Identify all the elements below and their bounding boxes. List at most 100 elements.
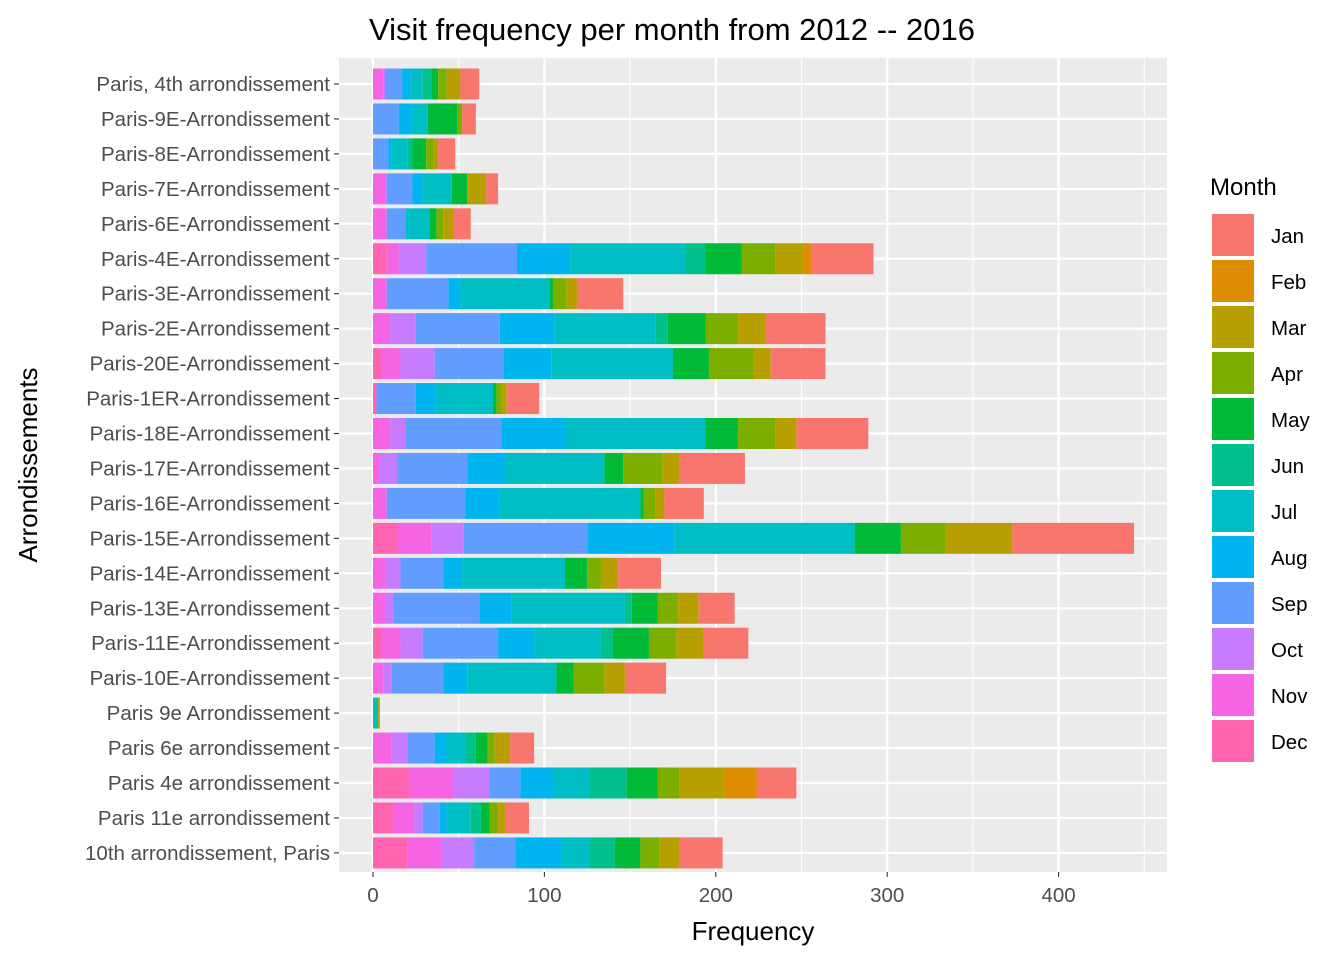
x-axis-ticks: 0 100 200 300 400: [367, 872, 1076, 907]
x-tick-label: 100: [527, 884, 561, 907]
x-axis-title: Frequency: [692, 916, 815, 946]
legend-label-jun: Jun: [1271, 455, 1304, 478]
y-tick-label: Paris 9e Arrondissement: [107, 702, 331, 725]
bar-segment-oct: [414, 802, 423, 834]
legend: Month Jan Feb Mar Apr May Jun Jul Aug Sep Oct Nov D…: [1210, 174, 1310, 762]
y-tick-label: Paris-7E-Arrondissement: [101, 178, 330, 201]
y-tick-label: Paris-8E-Arrondissement: [101, 143, 330, 166]
bar-segment-jul: [570, 243, 685, 275]
bar-segment-sep: [405, 418, 502, 449]
bar-segment-sep: [386, 208, 406, 240]
bar-segment-apr: [741, 243, 776, 275]
y-tick-label: 10th arrondissement, Paris: [85, 842, 330, 865]
bar-segment-aug: [467, 452, 505, 484]
bar-segment-jan: [1012, 522, 1135, 554]
y-tick-label: Paris-14E-Arrondissement: [90, 562, 331, 585]
legend-key-oct: [1212, 628, 1254, 670]
bar-segment-oct: [398, 243, 427, 275]
bar-segment-mar: [945, 522, 1013, 554]
x-tick-label: 0: [367, 884, 378, 907]
y-tick-label: Paris-4E-Arrondissement: [101, 248, 330, 271]
bar-segment-mar: [775, 243, 804, 275]
bar-segment-nov: [373, 418, 391, 449]
bar-segment-mar: [494, 732, 511, 764]
bar-segment-sep: [422, 627, 499, 659]
bar-segment-jan: [510, 732, 535, 764]
bar-segment-apr: [657, 592, 679, 624]
chart-title: Visit frequency per month from 2012 -- 2…: [369, 12, 975, 47]
y-tick-label: Paris-20E-Arrondissement: [90, 353, 331, 376]
bar-segment-nov: [393, 802, 415, 834]
bar-segment-oct: [391, 732, 408, 764]
bar-segment-dec: [373, 627, 382, 659]
bar-segment-feb: [724, 767, 757, 799]
bar-segment-aug: [499, 313, 555, 345]
bar-segment-jan: [576, 278, 624, 310]
bar-segment-oct: [400, 627, 423, 659]
bar-segment-jul: [564, 418, 706, 449]
bar-segment-oct: [390, 418, 406, 449]
legend-key-jun: [1212, 444, 1254, 486]
bar-segment-apr: [496, 383, 502, 415]
bar-segment-nov: [396, 522, 432, 554]
bar-segment-nov: [373, 592, 385, 624]
bar-segment-jul: [460, 278, 550, 310]
bar-segment-aug: [520, 767, 553, 799]
bar-segment-jul: [412, 103, 428, 135]
bar-segment-aug: [516, 243, 571, 275]
legend-key-feb: [1212, 260, 1254, 302]
bar-segment-sep: [386, 278, 449, 310]
legend-label-sep: Sep: [1271, 593, 1307, 616]
bar-segment-sep: [463, 522, 588, 554]
bar-segment-nov: [373, 557, 385, 589]
bar-segment-mar: [446, 68, 461, 100]
bar-segment-apr: [640, 837, 660, 869]
y-tick-label: Paris-2E-Arrondissement: [101, 318, 330, 341]
y-tick-label: Paris 4e arrondissement: [108, 772, 330, 795]
bar-segment-jul: [504, 452, 605, 484]
bar-segment-oct: [383, 68, 385, 100]
bar-segment-jun: [600, 627, 613, 659]
bar-segment-mar: [604, 662, 625, 694]
bar-segment-sep: [373, 138, 389, 170]
bar-segment-jan: [486, 173, 499, 205]
bar-segment-may: [429, 208, 437, 240]
bar-segment-jan: [765, 313, 826, 345]
bars-layer: [373, 68, 1135, 869]
bar-segment-aug: [443, 557, 463, 589]
bar-segment-nov: [373, 173, 385, 205]
bar-segment-jul: [446, 802, 471, 834]
bar-segment-sep: [386, 173, 413, 205]
bar-segment-nov: [373, 208, 387, 240]
bar-segment-jan: [756, 767, 797, 799]
bar-segment-oct: [453, 767, 490, 799]
legend-key-jul: [1212, 490, 1254, 532]
bar-segment-may: [604, 452, 624, 484]
legend-key-jan: [1212, 214, 1254, 256]
bar-segment-sep: [415, 313, 500, 345]
bar-segment-jan: [618, 557, 661, 589]
bar-segment-oct: [400, 348, 435, 380]
bar-segment-mar: [566, 278, 577, 310]
bar-segment-jan: [811, 243, 874, 275]
bar-segment-jul: [534, 627, 601, 659]
legend-label-oct: Oct: [1271, 639, 1303, 662]
bar-segment-nov: [373, 278, 387, 310]
bar-segment-may: [431, 68, 439, 100]
bar-segment-aug: [439, 802, 447, 834]
bar-segment-nov: [386, 243, 399, 275]
y-tick-label: Paris-11E-Arrondissement: [91, 632, 330, 655]
bar-segment-sep: [393, 592, 480, 624]
bar-segment-jun: [684, 243, 706, 275]
bar-segment-jul: [391, 138, 408, 170]
bar-segment-jul: [410, 68, 423, 100]
bar-segment-mar: [655, 487, 665, 519]
legend-key-nov: [1212, 674, 1254, 716]
bar-segment-sep: [407, 732, 435, 764]
bar-segment-may: [412, 138, 427, 170]
bar-segment-jan: [460, 68, 480, 100]
bar-segment-mar: [679, 767, 725, 799]
bar-segment-may: [640, 487, 644, 519]
bar-segment-dec: [373, 383, 377, 415]
bar-segment-apr: [436, 208, 444, 240]
